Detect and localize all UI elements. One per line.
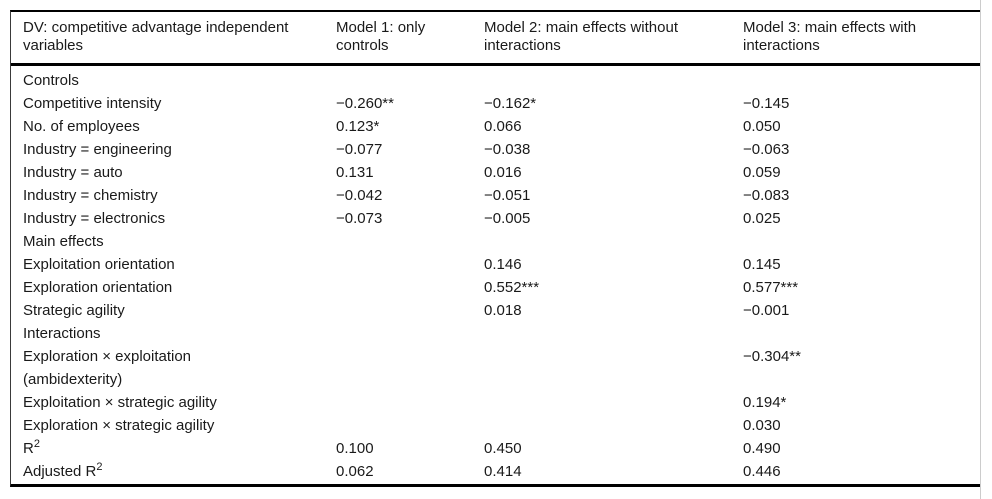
- row-label: Industry = auto: [23, 164, 123, 181]
- header-model-3: Model 3: main effects with interactions: [743, 19, 917, 54]
- table-row-industry-engineering: Industry = engineering −0.077 −0.038 −0.…: [11, 138, 980, 161]
- table-row-section-main-effects: Main effects: [11, 230, 980, 253]
- cell-model3: 0.577***: [743, 279, 799, 296]
- cell-model3: [743, 230, 980, 253]
- cell-model2: [484, 414, 743, 437]
- cell-model2: [484, 69, 743, 92]
- regression-table: DV: competitive advantage independent va…: [10, 10, 980, 487]
- row-label: R2: [23, 438, 40, 458]
- page-edge-line: [980, 0, 981, 499]
- cell-model2: −0.005: [484, 210, 531, 227]
- cell-model3: 0.025: [743, 210, 781, 227]
- table-row-industry-electronics: Industry = electronics −0.073 −0.005 0.0…: [11, 207, 980, 230]
- cell-model3: 0.050: [743, 118, 781, 135]
- table-row-competitive-intensity: Competitive intensity −0.260** −0.162* −…: [11, 92, 980, 115]
- row-label: Strategic agility: [23, 302, 125, 319]
- row-label: Exploitation orientation: [23, 256, 175, 273]
- cell-model3: −0.001: [743, 302, 790, 319]
- row-label: Main effects: [23, 233, 104, 250]
- header-model-2: Model 2: main effects without interactio…: [484, 19, 678, 54]
- cell-model3: 0.490: [743, 440, 781, 457]
- table-row-strategic-agility: Strategic agility 0.018 −0.001: [11, 299, 980, 322]
- row-label: Exploration × strategic agility: [23, 417, 215, 434]
- cell-model1: 0.062: [336, 463, 374, 480]
- row-label: Adjusted R2: [23, 461, 103, 481]
- row-label: Industry = chemistry: [23, 187, 158, 204]
- cell-model1: 0.123*: [336, 118, 380, 135]
- cell-model1: [336, 69, 484, 92]
- cell-model2: 0.450: [484, 440, 522, 457]
- cell-model2: 0.066: [484, 118, 522, 135]
- row-label: Controls: [23, 72, 79, 89]
- cell-model1: [336, 253, 484, 276]
- cell-model1: −0.073: [336, 210, 383, 227]
- cell-model3: 0.145: [743, 256, 781, 273]
- cell-model2: −0.051: [484, 187, 531, 204]
- row-label: Exploration orientation: [23, 279, 173, 296]
- cell-model1: [336, 230, 484, 253]
- cell-model1: 0.131: [336, 164, 374, 181]
- row-label: Industry = electronics: [23, 210, 166, 227]
- table-body: Controls Competitive intensity −0.260** …: [11, 66, 980, 483]
- cell-model3: 0.059: [743, 164, 781, 181]
- row-label: Competitive intensity: [23, 95, 162, 112]
- table-row-industry-chemistry: Industry = chemistry −0.042 −0.051 −0.08…: [11, 184, 980, 207]
- cell-model1: [336, 391, 484, 414]
- header-dv-variables: DV: competitive advantage independent va…: [23, 19, 289, 54]
- cell-model1: −0.260**: [336, 95, 394, 112]
- cell-model1: −0.077: [336, 141, 383, 158]
- cell-model2: 0.146: [484, 256, 522, 273]
- cell-model1: [336, 345, 484, 391]
- cell-model1: 0.100: [336, 440, 374, 457]
- cell-model2: [484, 391, 743, 414]
- row-label: Exploitation × strategic agility: [23, 394, 217, 411]
- cell-model3: 0.446: [743, 463, 781, 480]
- cell-model3: −0.304**: [743, 348, 801, 365]
- cell-model2: −0.038: [484, 141, 531, 158]
- cell-model1: −0.042: [336, 187, 383, 204]
- table-row-section-controls: Controls: [11, 69, 980, 92]
- row-label: No. of employees: [23, 118, 140, 135]
- cell-model3: −0.063: [743, 141, 790, 158]
- table-row-exploration-x-strategic-agility: Exploration × strategic agility 0.030: [11, 414, 980, 437]
- cell-model2: [484, 345, 743, 391]
- table-row-exploration-x-exploitation: Exploration × exploitation (ambidexterit…: [11, 345, 980, 391]
- table-row-industry-auto: Industry = auto 0.131 0.016 0.059: [11, 161, 980, 184]
- cell-model2: 0.414: [484, 463, 522, 480]
- table-row-exploitation-orientation: Exploitation orientation 0.146 0.145: [11, 253, 980, 276]
- cell-model1: [336, 414, 484, 437]
- cell-model2: [484, 230, 743, 253]
- cell-model1: [336, 322, 484, 345]
- cell-model3: 0.030: [743, 417, 781, 434]
- cell-model1: [336, 299, 484, 322]
- table-header-row: DV: competitive advantage independent va…: [11, 12, 980, 66]
- row-label: Exploration × exploitation (ambidexterit…: [23, 348, 192, 388]
- cell-model2: 0.018: [484, 302, 522, 319]
- cell-model3: [743, 322, 980, 345]
- table-row-no-of-employees: No. of employees 0.123* 0.066 0.050: [11, 115, 980, 138]
- table-row-adjusted-r-squared: Adjusted R2 0.062 0.414 0.446: [11, 460, 980, 483]
- cell-model3: [743, 69, 980, 92]
- table-row-exploitation-x-strategic-agility: Exploitation × strategic agility 0.194*: [11, 391, 980, 414]
- table-row-exploration-orientation: Exploration orientation 0.552*** 0.577**…: [11, 276, 980, 299]
- table-row-r-squared: R2 0.100 0.450 0.490: [11, 437, 980, 460]
- row-label: Interactions: [23, 325, 101, 342]
- header-model-1: Model 1: only controls: [336, 19, 426, 54]
- cell-model2: −0.162*: [484, 95, 537, 112]
- cell-model2: 0.552***: [484, 279, 540, 296]
- cell-model3: 0.194*: [743, 394, 787, 411]
- cell-model2: [484, 322, 743, 345]
- cell-model3: −0.145: [743, 95, 790, 112]
- row-label: Industry = engineering: [23, 141, 172, 158]
- cell-model3: −0.083: [743, 187, 790, 204]
- cell-model2: 0.016: [484, 164, 522, 181]
- table-row-section-interactions: Interactions: [11, 322, 980, 345]
- cell-model1: [336, 276, 484, 299]
